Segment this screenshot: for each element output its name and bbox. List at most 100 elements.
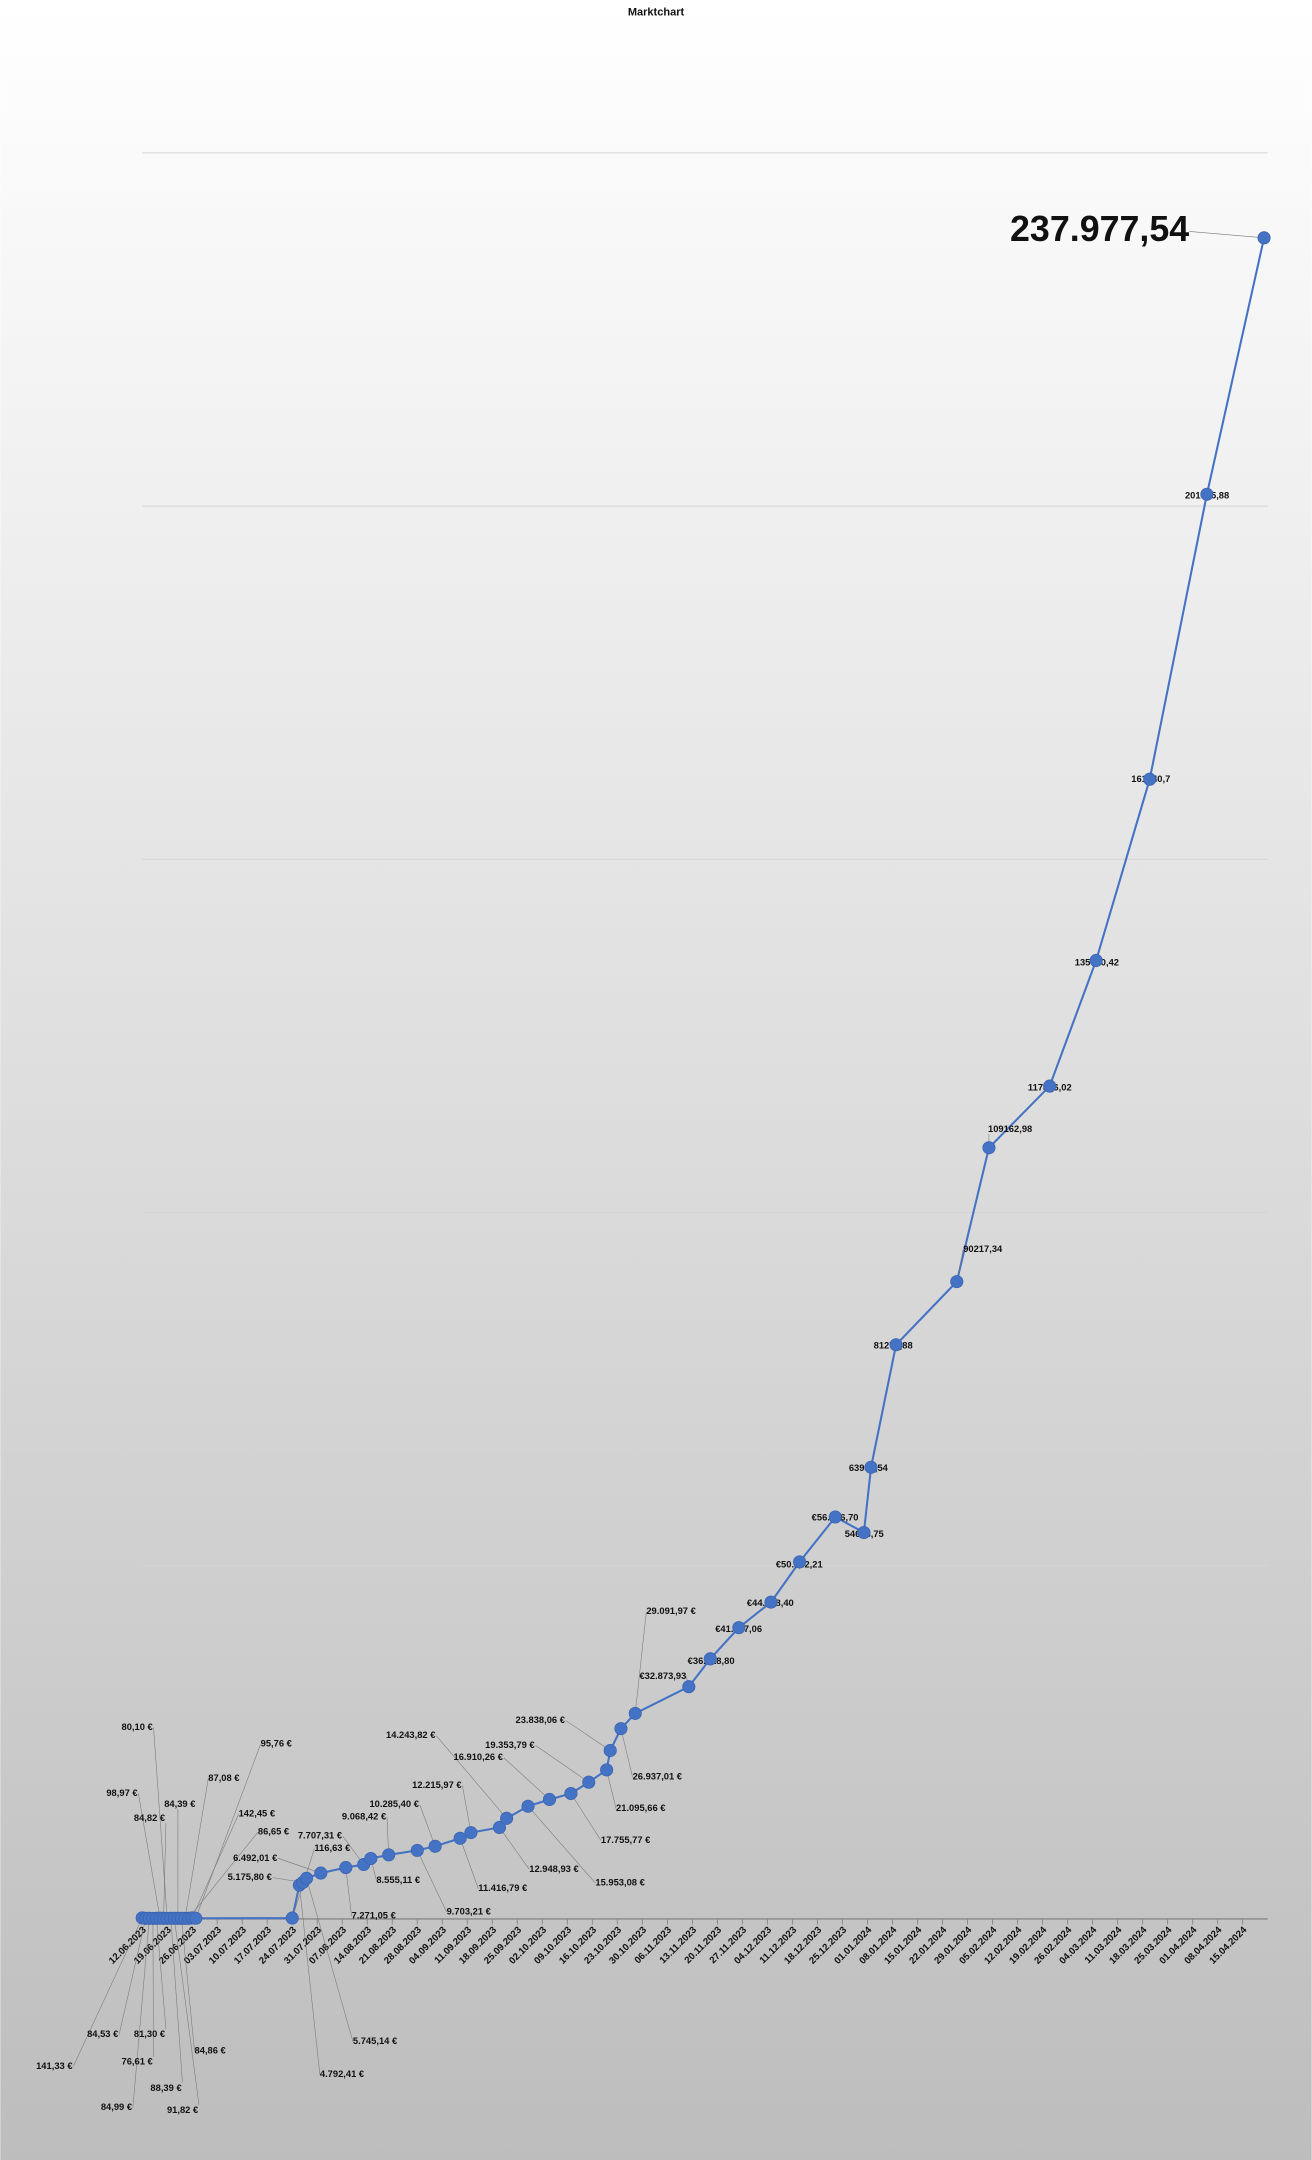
data-label: 109162,98 xyxy=(988,1124,1032,1134)
data-label: 12.215,97 € xyxy=(412,1780,462,1790)
data-point xyxy=(982,1141,996,1155)
data-point xyxy=(314,1866,328,1880)
data-point xyxy=(1200,487,1214,501)
data-point xyxy=(1143,772,1157,786)
data-label: 19.353,79 € xyxy=(485,1740,535,1750)
data-label: 95,76 € xyxy=(261,1738,293,1748)
data-point xyxy=(382,1848,396,1862)
data-point xyxy=(857,1525,871,1540)
leader-line xyxy=(156,1918,167,2030)
leader-line xyxy=(153,1727,168,1919)
data-point xyxy=(464,1826,478,1840)
data-point xyxy=(628,1706,642,1720)
leader-line xyxy=(181,1918,195,2052)
data-point xyxy=(582,1775,596,1789)
leader-line xyxy=(174,1918,200,2105)
data-label: 87,08 € xyxy=(208,1773,240,1783)
data-point xyxy=(410,1843,424,1857)
data-label: 23.838,06 € xyxy=(515,1715,565,1725)
data-label: 11.416,79 € xyxy=(478,1883,528,1893)
data-point xyxy=(600,1763,614,1777)
data-label: 98,97 € xyxy=(106,1788,138,1798)
data-point xyxy=(603,1743,617,1758)
data-label: 8.555,11 € xyxy=(376,1875,421,1885)
data-point xyxy=(793,1555,807,1569)
leader-line xyxy=(299,1885,321,2075)
leader-line xyxy=(306,1878,354,2042)
data-point xyxy=(492,1820,507,1834)
data-point xyxy=(500,1811,514,1825)
data-label: 10.285,40 € xyxy=(369,1799,419,1809)
leader-line xyxy=(1189,231,1265,239)
data-label: 26.937,01 € xyxy=(633,1772,683,1782)
data-label: 6.492,01 € xyxy=(233,1853,278,1863)
data-point xyxy=(285,1911,299,1925)
data-label: 4.792,41 € xyxy=(320,2069,365,2079)
data-label: 88,39 € xyxy=(150,2083,182,2093)
data-point xyxy=(299,1871,314,1885)
leader-line xyxy=(278,1858,321,1874)
data-label: 86,65 € xyxy=(258,1827,290,1837)
leader-line xyxy=(503,1757,550,1800)
data-point xyxy=(1043,1079,1057,1093)
data-point xyxy=(1257,231,1271,245)
data-label: 29.091,97 € xyxy=(646,1606,696,1616)
data-point xyxy=(564,1786,578,1801)
data-label: 76,61 € xyxy=(122,2057,154,2067)
data-point xyxy=(428,1839,442,1853)
data-label: 9.703,21 € xyxy=(447,1907,492,1917)
data-label: 81,30 € xyxy=(134,2029,166,2039)
data-point xyxy=(542,1792,557,1807)
leader-line xyxy=(419,1804,436,1847)
data-label: 21.095,66 € xyxy=(616,1803,666,1813)
leader-line xyxy=(417,1850,447,1913)
data-point xyxy=(828,1510,842,1524)
leader-line xyxy=(195,1743,261,1919)
data-point xyxy=(189,1911,203,1925)
data-point xyxy=(521,1799,535,1813)
leader-line xyxy=(459,1838,479,1889)
leader-line xyxy=(132,1918,150,2108)
data-label: 84,99 € xyxy=(101,2102,133,2112)
data-point xyxy=(703,1652,717,1666)
data-point xyxy=(864,1460,878,1474)
leader-line xyxy=(118,1918,147,2035)
data-label: 14.243,82 € xyxy=(386,1730,436,1740)
leader-line xyxy=(634,1611,647,1714)
data-label: 141,33 € xyxy=(36,2061,73,2071)
data-label: €32.873,93 xyxy=(639,1671,686,1681)
data-point xyxy=(950,1275,964,1289)
data-label: 84,86 € xyxy=(195,2046,227,2056)
data-label: 17.755,77 € xyxy=(601,1835,651,1845)
data-label: 80,10 € xyxy=(122,1722,154,1732)
leader-line xyxy=(570,1793,602,1841)
data-point xyxy=(364,1851,378,1866)
data-point xyxy=(682,1680,696,1694)
data-label: 15.953,08 € xyxy=(595,1878,645,1888)
data-label: 84,53 € xyxy=(87,2029,119,2039)
leader-line xyxy=(73,1917,143,2067)
leader-line xyxy=(535,1745,589,1783)
leader-line xyxy=(606,1769,617,1809)
leader-line xyxy=(184,1778,209,1919)
data-label: 5.175,80 € xyxy=(228,1872,273,1882)
leader-line xyxy=(462,1785,472,1833)
leader-line xyxy=(565,1720,611,1751)
data-point xyxy=(339,1861,353,1875)
data-point xyxy=(1089,953,1103,968)
leader-line xyxy=(170,1918,183,2083)
data-point xyxy=(453,1831,467,1845)
data-label: 9.068,42 € xyxy=(342,1811,387,1821)
data-label: 142,45 € xyxy=(239,1809,276,1819)
data-label-highlight: 237.977,54 xyxy=(1010,209,1189,249)
data-point xyxy=(732,1621,746,1635)
data-point xyxy=(889,1338,903,1352)
data-label: 7.707,31 € xyxy=(298,1831,343,1841)
leader-line xyxy=(499,1827,530,1870)
leader-line xyxy=(152,1918,154,2057)
chart-title: Marktchart xyxy=(628,6,685,18)
leader-line xyxy=(345,1867,352,1917)
